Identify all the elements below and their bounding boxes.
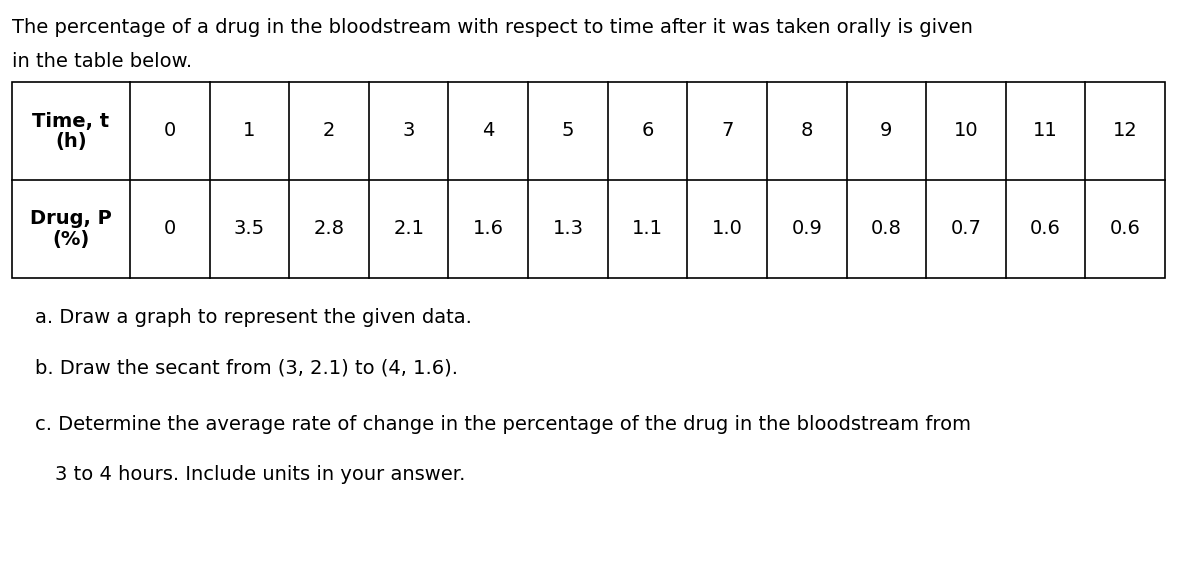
Text: 3: 3 <box>403 121 415 140</box>
Text: 0.9: 0.9 <box>791 220 822 239</box>
Text: c. Determine the average rate of change in the percentage of the drug in the blo: c. Determine the average rate of change … <box>35 415 971 434</box>
Text: 11: 11 <box>1033 121 1058 140</box>
Text: 10: 10 <box>953 121 978 140</box>
Text: 4: 4 <box>482 121 495 140</box>
Text: in the table below.: in the table below. <box>12 52 193 71</box>
Text: a. Draw a graph to represent the given data.: a. Draw a graph to represent the given d… <box>35 308 472 327</box>
Text: 2.8: 2.8 <box>313 220 345 239</box>
Text: Time, ​t: Time, ​t <box>32 112 110 131</box>
Text: 0.7: 0.7 <box>951 220 981 239</box>
Text: 7: 7 <box>720 121 733 140</box>
Text: 6: 6 <box>641 121 654 140</box>
Text: 12: 12 <box>1113 121 1137 140</box>
Text: 1: 1 <box>243 121 255 140</box>
Text: 0: 0 <box>164 220 176 239</box>
Text: 1.3: 1.3 <box>553 220 583 239</box>
Text: b. Draw the secant from (3, 2.1) to (4, 1.6).: b. Draw the secant from (3, 2.1) to (4, … <box>35 358 458 377</box>
Text: 1.0: 1.0 <box>712 220 743 239</box>
Text: 0.8: 0.8 <box>870 220 902 239</box>
Text: 1.6: 1.6 <box>472 220 504 239</box>
Text: 5: 5 <box>562 121 574 140</box>
Text: 0: 0 <box>164 121 176 140</box>
Text: 2.1: 2.1 <box>393 220 424 239</box>
Text: 1.1: 1.1 <box>632 220 663 239</box>
Text: 2: 2 <box>322 121 335 140</box>
Text: (%): (%) <box>52 229 90 248</box>
Text: The percentage of a drug in the bloodstream with respect to time after it was ta: The percentage of a drug in the bloodstr… <box>12 18 973 37</box>
Text: 3.5: 3.5 <box>234 220 265 239</box>
Text: 0.6: 0.6 <box>1110 220 1141 239</box>
Text: 9: 9 <box>880 121 893 140</box>
Text: 8: 8 <box>801 121 813 140</box>
Text: Drug, P: Drug, P <box>31 209 112 228</box>
Bar <box>12 82 1164 278</box>
Text: (h): (h) <box>56 132 87 151</box>
Text: 3 to 4 hours. Include units in your answer.: 3 to 4 hours. Include units in your answ… <box>56 465 465 484</box>
Text: 0.6: 0.6 <box>1030 220 1061 239</box>
